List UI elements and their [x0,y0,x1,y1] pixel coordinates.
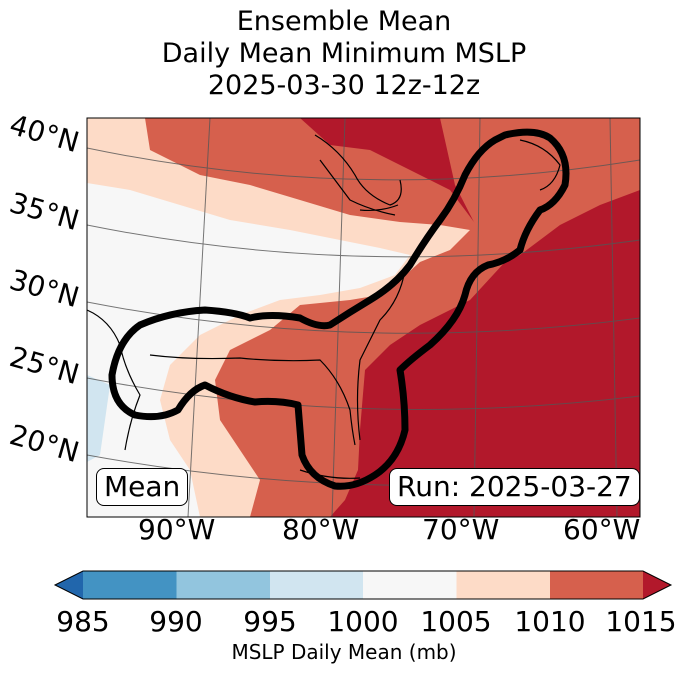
colorbar-segment [83,571,177,599]
mean-contour [108,128,570,490]
colorbar-extend-high [643,571,671,599]
colorbar-segment [363,571,457,599]
band-1000-1005 [87,183,410,517]
map-frame [86,117,641,518]
colorbar [53,570,673,600]
mean-label-box: Mean [96,468,189,506]
band-995-1000 [87,375,110,462]
lon-label-80: 80°W [282,513,360,546]
title-line-2: Daily Mean Minimum MSLP [161,38,527,69]
colorbar-segment [176,571,270,599]
colorbar-tick: 1015 [605,605,677,638]
colorbar-segment [456,571,550,599]
lon-label-70: 70°W [422,513,500,546]
colorbar-segment [270,571,363,599]
colorbar-outline [53,570,673,600]
colorbar-label: MSLP Daily Mean (mb) [231,640,457,664]
colorbar-tick: 1005 [420,605,492,638]
lon-label-90: 90°W [138,513,216,546]
title-line-1: Ensemble Mean [236,6,452,37]
colorbar-tick: 1010 [514,605,586,638]
colorbar-tick: 1000 [327,605,399,638]
colorbar-extend-low [55,571,83,599]
colorbar-tick: 995 [243,605,297,638]
colorbar-tick: 985 [56,605,110,638]
run-label-box: Run: 2025-03-27 [389,468,640,506]
colorbar-tick: 990 [149,605,203,638]
title-line-3: 2025-03-30 12z-12z [207,70,481,101]
map-area [87,118,640,517]
lon-label-60: 60°W [563,513,641,546]
colorbar-segment [550,571,643,599]
